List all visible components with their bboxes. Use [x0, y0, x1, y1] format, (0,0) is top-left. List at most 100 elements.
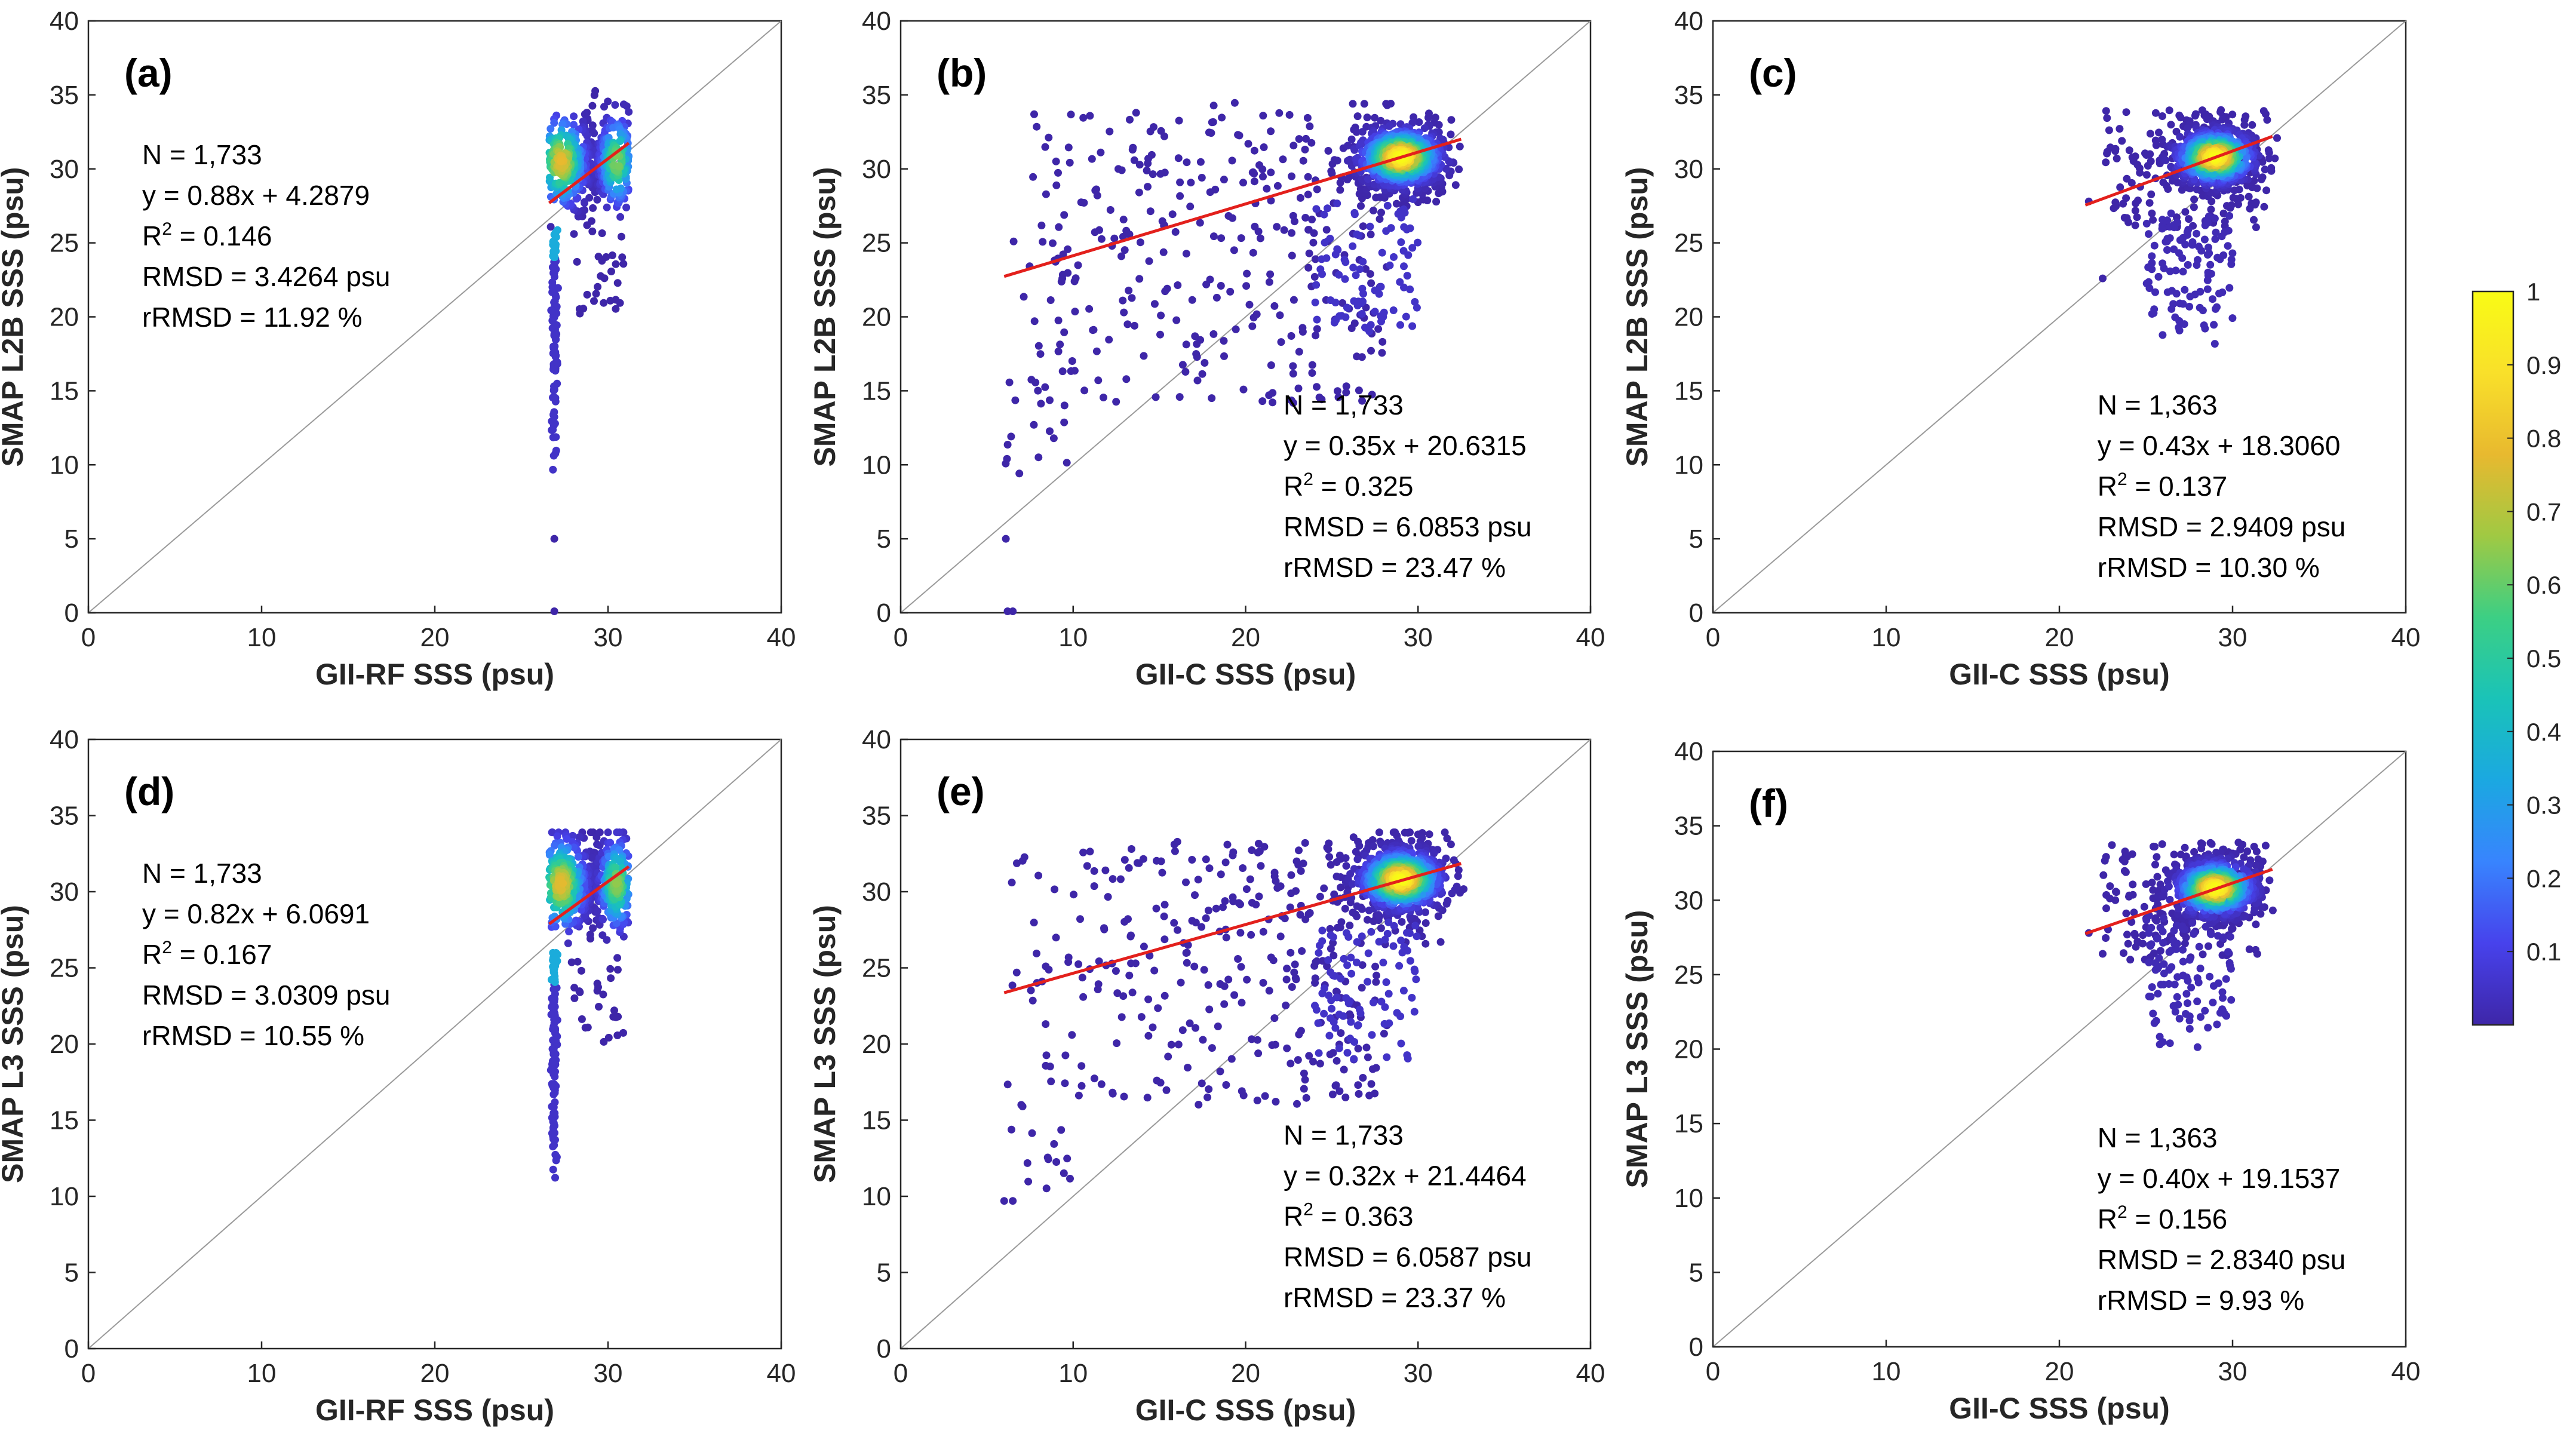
- scatter-point: [1097, 235, 1106, 243]
- scatter-point: [1144, 155, 1152, 163]
- scatter-point: [1436, 938, 1445, 946]
- scatter-point: [1041, 143, 1049, 151]
- scatter-point: [1367, 279, 1375, 287]
- scatter-point: [1355, 231, 1363, 240]
- scatter-point: [1313, 315, 1321, 324]
- scatter-point: [2181, 843, 2189, 852]
- scatter-point: [1265, 987, 1273, 995]
- one-to-one-line: [88, 20, 782, 613]
- scatter-point: [1282, 975, 1291, 984]
- scatter-point: [1217, 234, 1226, 242]
- scatter-point: [2102, 107, 2110, 115]
- scatter-point: [1057, 1126, 1066, 1134]
- scatter-point: [1066, 1174, 1074, 1183]
- scatter-point: [2111, 145, 2120, 153]
- scatter-point: [551, 1109, 559, 1117]
- stat-r2: R2 = 0.363: [1284, 1199, 1413, 1232]
- y-tick-label: 40: [862, 725, 891, 754]
- scatter-point: [1276, 932, 1285, 941]
- scatter-point: [2188, 238, 2197, 246]
- scatter-point: [549, 349, 558, 357]
- stat-n: N = 1,733: [1284, 389, 1404, 420]
- scatter-point: [1234, 955, 1242, 963]
- scatter-point: [1320, 1009, 1328, 1018]
- scatter-point: [1034, 453, 1043, 462]
- scatter-point: [2221, 217, 2229, 226]
- scatter-point: [1367, 231, 1375, 238]
- scatter-point: [599, 916, 607, 923]
- scatter-point: [1402, 312, 1410, 321]
- scatter-point: [1029, 173, 1037, 181]
- scatter-point: [2155, 128, 2163, 137]
- scatter-point: [1358, 932, 1366, 941]
- scatter-point: [1350, 208, 1359, 217]
- scatter-point: [549, 410, 557, 419]
- scatter-point: [600, 103, 608, 111]
- scatter-point: [1030, 919, 1038, 927]
- scatter-point: [1003, 441, 1012, 449]
- scatter-point: [1333, 199, 1341, 208]
- scatter-point: [2158, 840, 2166, 848]
- scatter-point: [1232, 325, 1240, 333]
- scatter-point: [2193, 229, 2201, 238]
- scatter-point: [2174, 1000, 2182, 1009]
- scatter-point: [1230, 99, 1239, 107]
- scatter-point: [1130, 156, 1138, 164]
- scatter-point: [2206, 972, 2214, 981]
- panel-label: (d): [124, 769, 174, 813]
- scatter-point: [1393, 1009, 1401, 1017]
- scatter-point: [2173, 218, 2182, 226]
- scatter-point: [570, 230, 578, 238]
- scatter-point: [1077, 1082, 1086, 1090]
- scatter-point: [1119, 216, 1128, 224]
- scatter-point: [1328, 170, 1336, 178]
- scatter-point: [2193, 997, 2202, 1006]
- scatter-point: [1353, 112, 1362, 121]
- scatter-point: [1371, 308, 1379, 316]
- scatter-point: [2253, 184, 2261, 192]
- scatter-point: [1410, 113, 1418, 121]
- scatter-point: [2200, 321, 2208, 330]
- scatter-point: [593, 987, 601, 995]
- scatter-point: [1378, 349, 1386, 357]
- scatter-point: [2158, 136, 2166, 144]
- scatter-point: [2146, 150, 2154, 158]
- scatter-point: [1143, 167, 1151, 174]
- scatter-point: [548, 306, 557, 315]
- scatter-point: [1357, 202, 1365, 210]
- scatter-point: [1273, 223, 1281, 231]
- scatter-point: [1448, 889, 1456, 898]
- scatter-point: [550, 119, 558, 127]
- scatter-point: [616, 130, 625, 138]
- scatter-point: [1258, 165, 1267, 173]
- scatter-point: [2151, 861, 2159, 869]
- scatter-point: [1390, 253, 1398, 261]
- panel-label: (b): [937, 51, 987, 95]
- scatter-point: [2175, 326, 2184, 334]
- scatter-point: [2133, 161, 2142, 169]
- scatter-point: [1150, 123, 1157, 131]
- scatter-point: [1327, 931, 1335, 939]
- scatter-point: [1007, 432, 1015, 441]
- scatter-point: [2184, 261, 2192, 269]
- scatter-point: [1031, 378, 1040, 386]
- scatter-point: [1160, 935, 1169, 944]
- scatter-point: [1313, 325, 1321, 333]
- scatter-point: [1371, 286, 1379, 294]
- scatter-point: [2213, 303, 2221, 311]
- scatter-point: [578, 1015, 586, 1023]
- scatter-point: [1310, 229, 1318, 237]
- scatter-point: [2191, 112, 2199, 120]
- scatter-point: [2159, 939, 2167, 947]
- scatter-point: [1207, 129, 1215, 137]
- scatter-point: [1187, 179, 1195, 187]
- scatter-point: [1150, 300, 1159, 308]
- scatter-point: [1322, 226, 1331, 234]
- scatter-point: [2196, 965, 2205, 972]
- scatter-point: [2148, 310, 2156, 318]
- scatter-point: [1214, 1023, 1222, 1030]
- scatter-point: [618, 253, 627, 262]
- scatter-point: [2166, 1039, 2174, 1048]
- scatter-point: [1325, 853, 1334, 861]
